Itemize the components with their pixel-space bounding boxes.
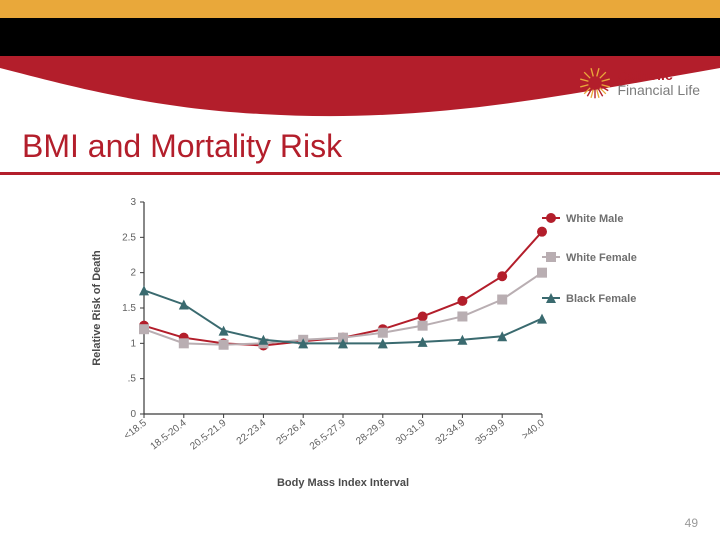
svg-text:White Male: White Male [566,213,623,225]
page-number: 49 [685,516,698,530]
svg-text:28-29.9: 28-29.9 [354,417,388,447]
chart-svg: 0 .5 1 1.5 2 2.5 3 <18.518.5-20.420.5-21.922-23… [82,192,642,492]
svg-text:35-39.9: 35-39.9 [474,417,508,447]
svg-text:2.5: 2.5 [122,232,136,243]
svg-text:3: 3 [130,197,136,208]
svg-text:1: 1 [130,338,136,349]
title-underline [0,172,720,175]
chart: 0 .5 1 1.5 2 2.5 3 <18.518.5-20.420.5-21.922-23… [82,192,642,492]
page-title: BMI and Mortality Risk [22,128,342,165]
logo-text: Catholic Financial Life [618,68,701,98]
svg-text:30-31.9: 30-31.9 [394,417,428,447]
slide: Catholic Financial Life BMI and Mortalit… [0,0,720,540]
header-top-band [0,0,720,18]
svg-text:26.5-27.9: 26.5-27.9 [308,417,348,452]
svg-text:2: 2 [130,268,136,279]
svg-text:20.5-21.9: 20.5-21.9 [188,417,228,452]
svg-text:32-34.9: 32-34.9 [434,417,468,447]
svg-text:0: 0 [130,409,136,420]
logo: Catholic Financial Life [578,66,701,100]
svg-text:Body Mass Index Interval: Body Mass Index Interval [277,477,409,489]
svg-text:Relative Risk of Death: Relative Risk of Death [91,250,103,366]
sunburst-icon [578,66,612,100]
svg-text:White Female: White Female [566,252,637,264]
logo-line1: Catholic [618,67,673,83]
logo-line2: Financial Life [618,82,701,98]
svg-text:1.5: 1.5 [122,303,136,314]
svg-text:18.5-20.4: 18.5-20.4 [149,417,189,452]
svg-text:25-26.4: 25-26.4 [275,417,309,447]
svg-text:Black Female: Black Female [566,293,636,305]
svg-text:22-23.4: 22-23.4 [235,417,269,447]
svg-text:.5: .5 [128,374,137,385]
svg-text:>40.0: >40.0 [520,417,547,442]
svg-text:<18.5: <18.5 [122,417,149,442]
